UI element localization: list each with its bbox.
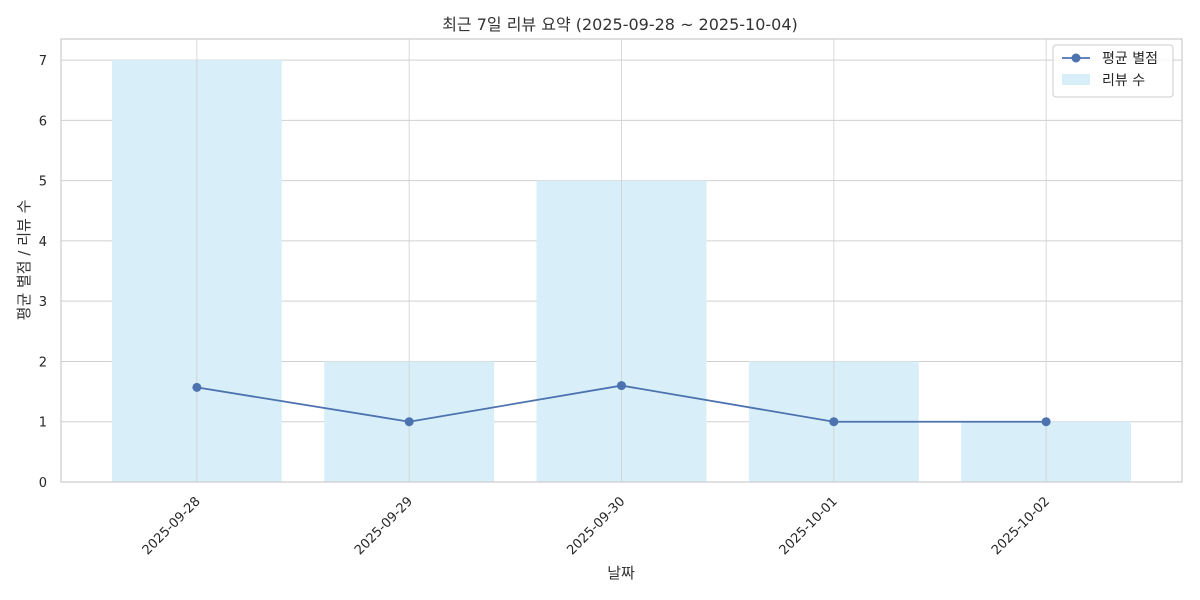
legend-bar-swatch [1062,74,1090,85]
x-tick-label: 2025-10-01 [777,494,841,558]
point-avg-rating [617,381,626,391]
y-tick-label: 2 [39,355,47,370]
point-avg-rating [404,417,414,427]
y-tick-label: 6 [39,114,47,129]
y-tick-label: 7 [39,54,47,69]
x-tick-label: 2025-09-30 [564,494,628,558]
legend: 평균 별점 리뷰 수 [1052,44,1174,98]
x-axis-label: 날짜 [607,564,635,582]
line-series [192,381,1051,427]
axes-frame [60,38,1183,483]
y-tick-label: 3 [39,295,47,310]
legend-label-avg-rating: 평균 별점 [1102,51,1158,67]
vertical-grid [196,39,1047,482]
y-tick-label: 0 [39,476,47,491]
point-avg-rating [192,382,202,392]
y-tick-label: 4 [39,235,47,250]
y-tick-label: 5 [39,175,47,190]
y-ticks: 0 1 2 3 4 5 6 7 [39,54,47,491]
x-ticks: 2025-09-28 2025-09-29 2025-09-30 2025-10-01… [140,494,1053,558]
legend-label-review-count: 리뷰 수 [1102,73,1145,89]
x-tick-label: 2025-10-02 [989,494,1053,558]
point-avg-rating [829,417,839,427]
x-tick-label: 2025-09-28 [140,494,204,558]
y-axis-label: 평균 별점 / 리뷰 수 [15,200,33,321]
legend-marker-swatch [1071,53,1081,63]
y-tick-label: 1 [39,416,47,431]
x-tick-label: 2025-09-29 [352,494,416,558]
point-avg-rating [1041,417,1051,427]
chart-title: 최근 7일 리뷰 요약 (2025-09-28 ~ 2025-10-04) [442,15,798,34]
